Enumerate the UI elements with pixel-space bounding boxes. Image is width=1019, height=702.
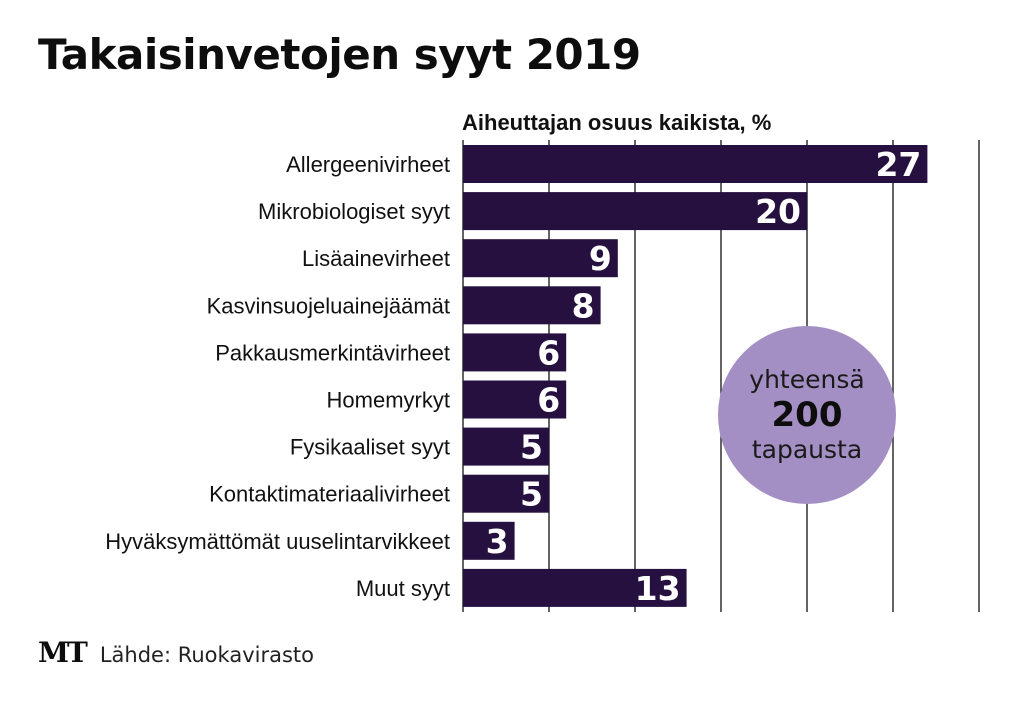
- category-label: Kasvinsuojeluainejäämät: [207, 293, 450, 318]
- value-label: 5: [520, 428, 543, 467]
- source-text: Lähde: Ruokavirasto: [99, 643, 314, 667]
- bar: [463, 333, 567, 372]
- category-label: Mikrobiologiset syyt: [258, 199, 450, 224]
- bar: [463, 474, 549, 513]
- category-label: Homemyrkyt: [327, 388, 450, 413]
- value-label: 20: [755, 192, 801, 231]
- bar: [463, 521, 515, 560]
- bars: [463, 145, 928, 607]
- bar: [463, 192, 807, 231]
- value-label: 27: [875, 145, 921, 184]
- category-label: Kontaktimateriaalivirheet: [209, 482, 450, 507]
- category-label: Hyväksymättömät uuselintarvikkeet: [105, 529, 450, 554]
- bar: [463, 286, 601, 325]
- footer: MT Lähde: Ruokavirasto: [38, 636, 314, 669]
- callout-line-1: yhteensä: [749, 365, 865, 394]
- callout-line-3: tapausta: [751, 435, 863, 464]
- value-label: 8: [572, 286, 595, 325]
- category-label: Muut syyt: [356, 576, 450, 601]
- callout-total: 200: [771, 395, 843, 435]
- chart-title: Takaisinvetojen syyt 2019: [38, 30, 641, 79]
- axis-label: Aiheuttajan osuus kaikista, %: [462, 110, 771, 135]
- category-label: Lisäainevirheet: [302, 246, 450, 271]
- bar: [463, 239, 618, 278]
- category-labels: Allergeenivirheet Mikrobiologiset syyt Lis…: [105, 152, 450, 601]
- bar: [463, 380, 567, 419]
- value-label: 13: [635, 569, 681, 608]
- bar: [463, 145, 928, 183]
- category-label: Pakkausmerkintävirheet: [215, 340, 450, 365]
- mt-logo: MT: [38, 636, 88, 669]
- category-label: Allergeenivirheet: [286, 152, 450, 177]
- bar: [463, 568, 687, 607]
- value-label: 6: [537, 333, 560, 372]
- total-callout: yhteensä 200 tapausta: [718, 326, 896, 504]
- value-label: 3: [486, 522, 509, 561]
- category-label: Fysikaaliset syyt: [290, 435, 450, 460]
- bar: [463, 427, 549, 466]
- value-label: 9: [589, 239, 612, 278]
- value-label: 5: [520, 475, 543, 514]
- value-label: 6: [537, 381, 560, 420]
